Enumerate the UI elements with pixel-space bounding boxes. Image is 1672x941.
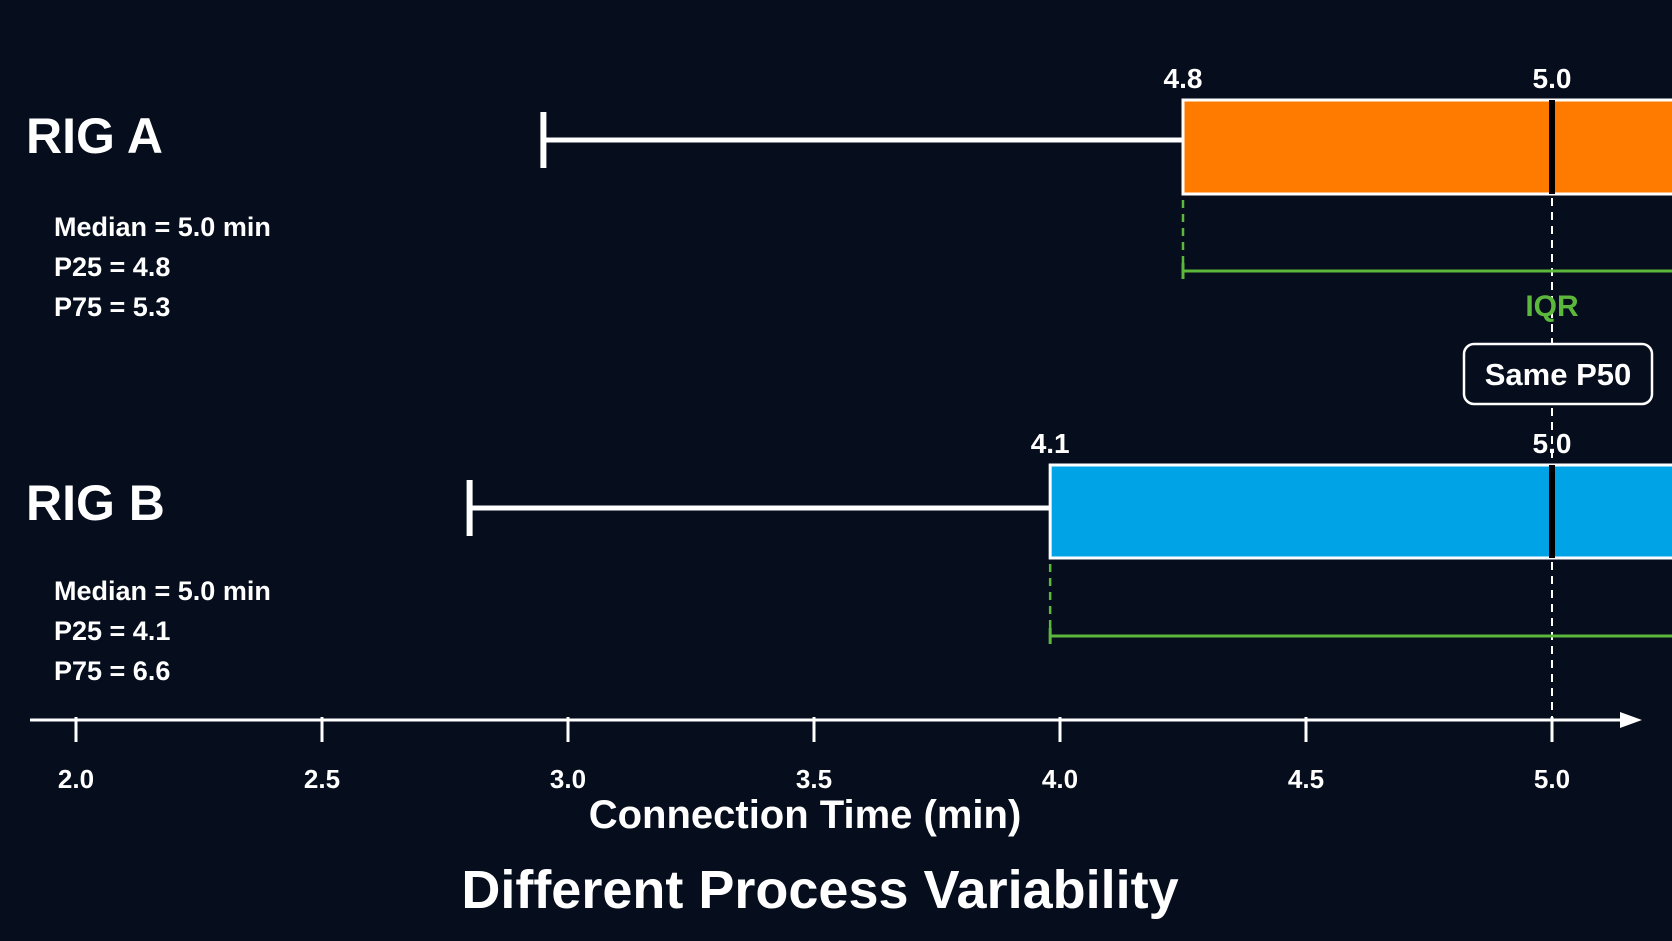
x-tick-label: 4.0 bbox=[1042, 764, 1078, 794]
iqr-box bbox=[1181, 98, 1672, 196]
x-tick-label: 3.5 bbox=[796, 764, 832, 794]
same-p50-callout: Same P50 bbox=[1462, 342, 1654, 406]
x-axis-label: Connection Time (min) bbox=[589, 793, 1022, 837]
p25-stat: P25 = 4.8 bbox=[54, 252, 170, 282]
x-tick-label: 2.0 bbox=[58, 764, 94, 794]
p75-stat: P75 = 6.6 bbox=[54, 656, 170, 686]
q1-label: 4.1 bbox=[1031, 428, 1070, 459]
x-axis: 2.02.53.03.54.04.55.05.56.06.57.07.58.0 bbox=[30, 712, 1642, 794]
x-axis-arrow-icon bbox=[1620, 712, 1642, 728]
x-tick-label: 5.0 bbox=[1534, 764, 1570, 794]
x-tick-label: 3.0 bbox=[550, 764, 586, 794]
p75-stat: P75 = 5.3 bbox=[54, 292, 170, 322]
median-stat: Median = 5.0 min bbox=[54, 212, 271, 242]
q1-label: 4.8 bbox=[1164, 63, 1203, 94]
rig-label: RIG B bbox=[26, 475, 165, 531]
iqr-box bbox=[1048, 463, 1672, 560]
median-label: 5.0 bbox=[1533, 63, 1572, 94]
p25-stat: P25 = 4.1 bbox=[54, 616, 170, 646]
x-tick-label: 2.5 bbox=[304, 764, 340, 794]
iqr-label: IQR bbox=[1525, 290, 1579, 323]
chart-title: Different Process Variability bbox=[461, 860, 1178, 920]
x-tick-label: 4.5 bbox=[1288, 764, 1324, 794]
rig-label: RIG A bbox=[26, 108, 163, 164]
median-label: 5.0 bbox=[1533, 428, 1572, 459]
callout-box bbox=[1462, 342, 1654, 406]
callout-text: Same P50 bbox=[1485, 357, 1632, 392]
median-stat: Median = 5.0 min bbox=[54, 576, 271, 606]
